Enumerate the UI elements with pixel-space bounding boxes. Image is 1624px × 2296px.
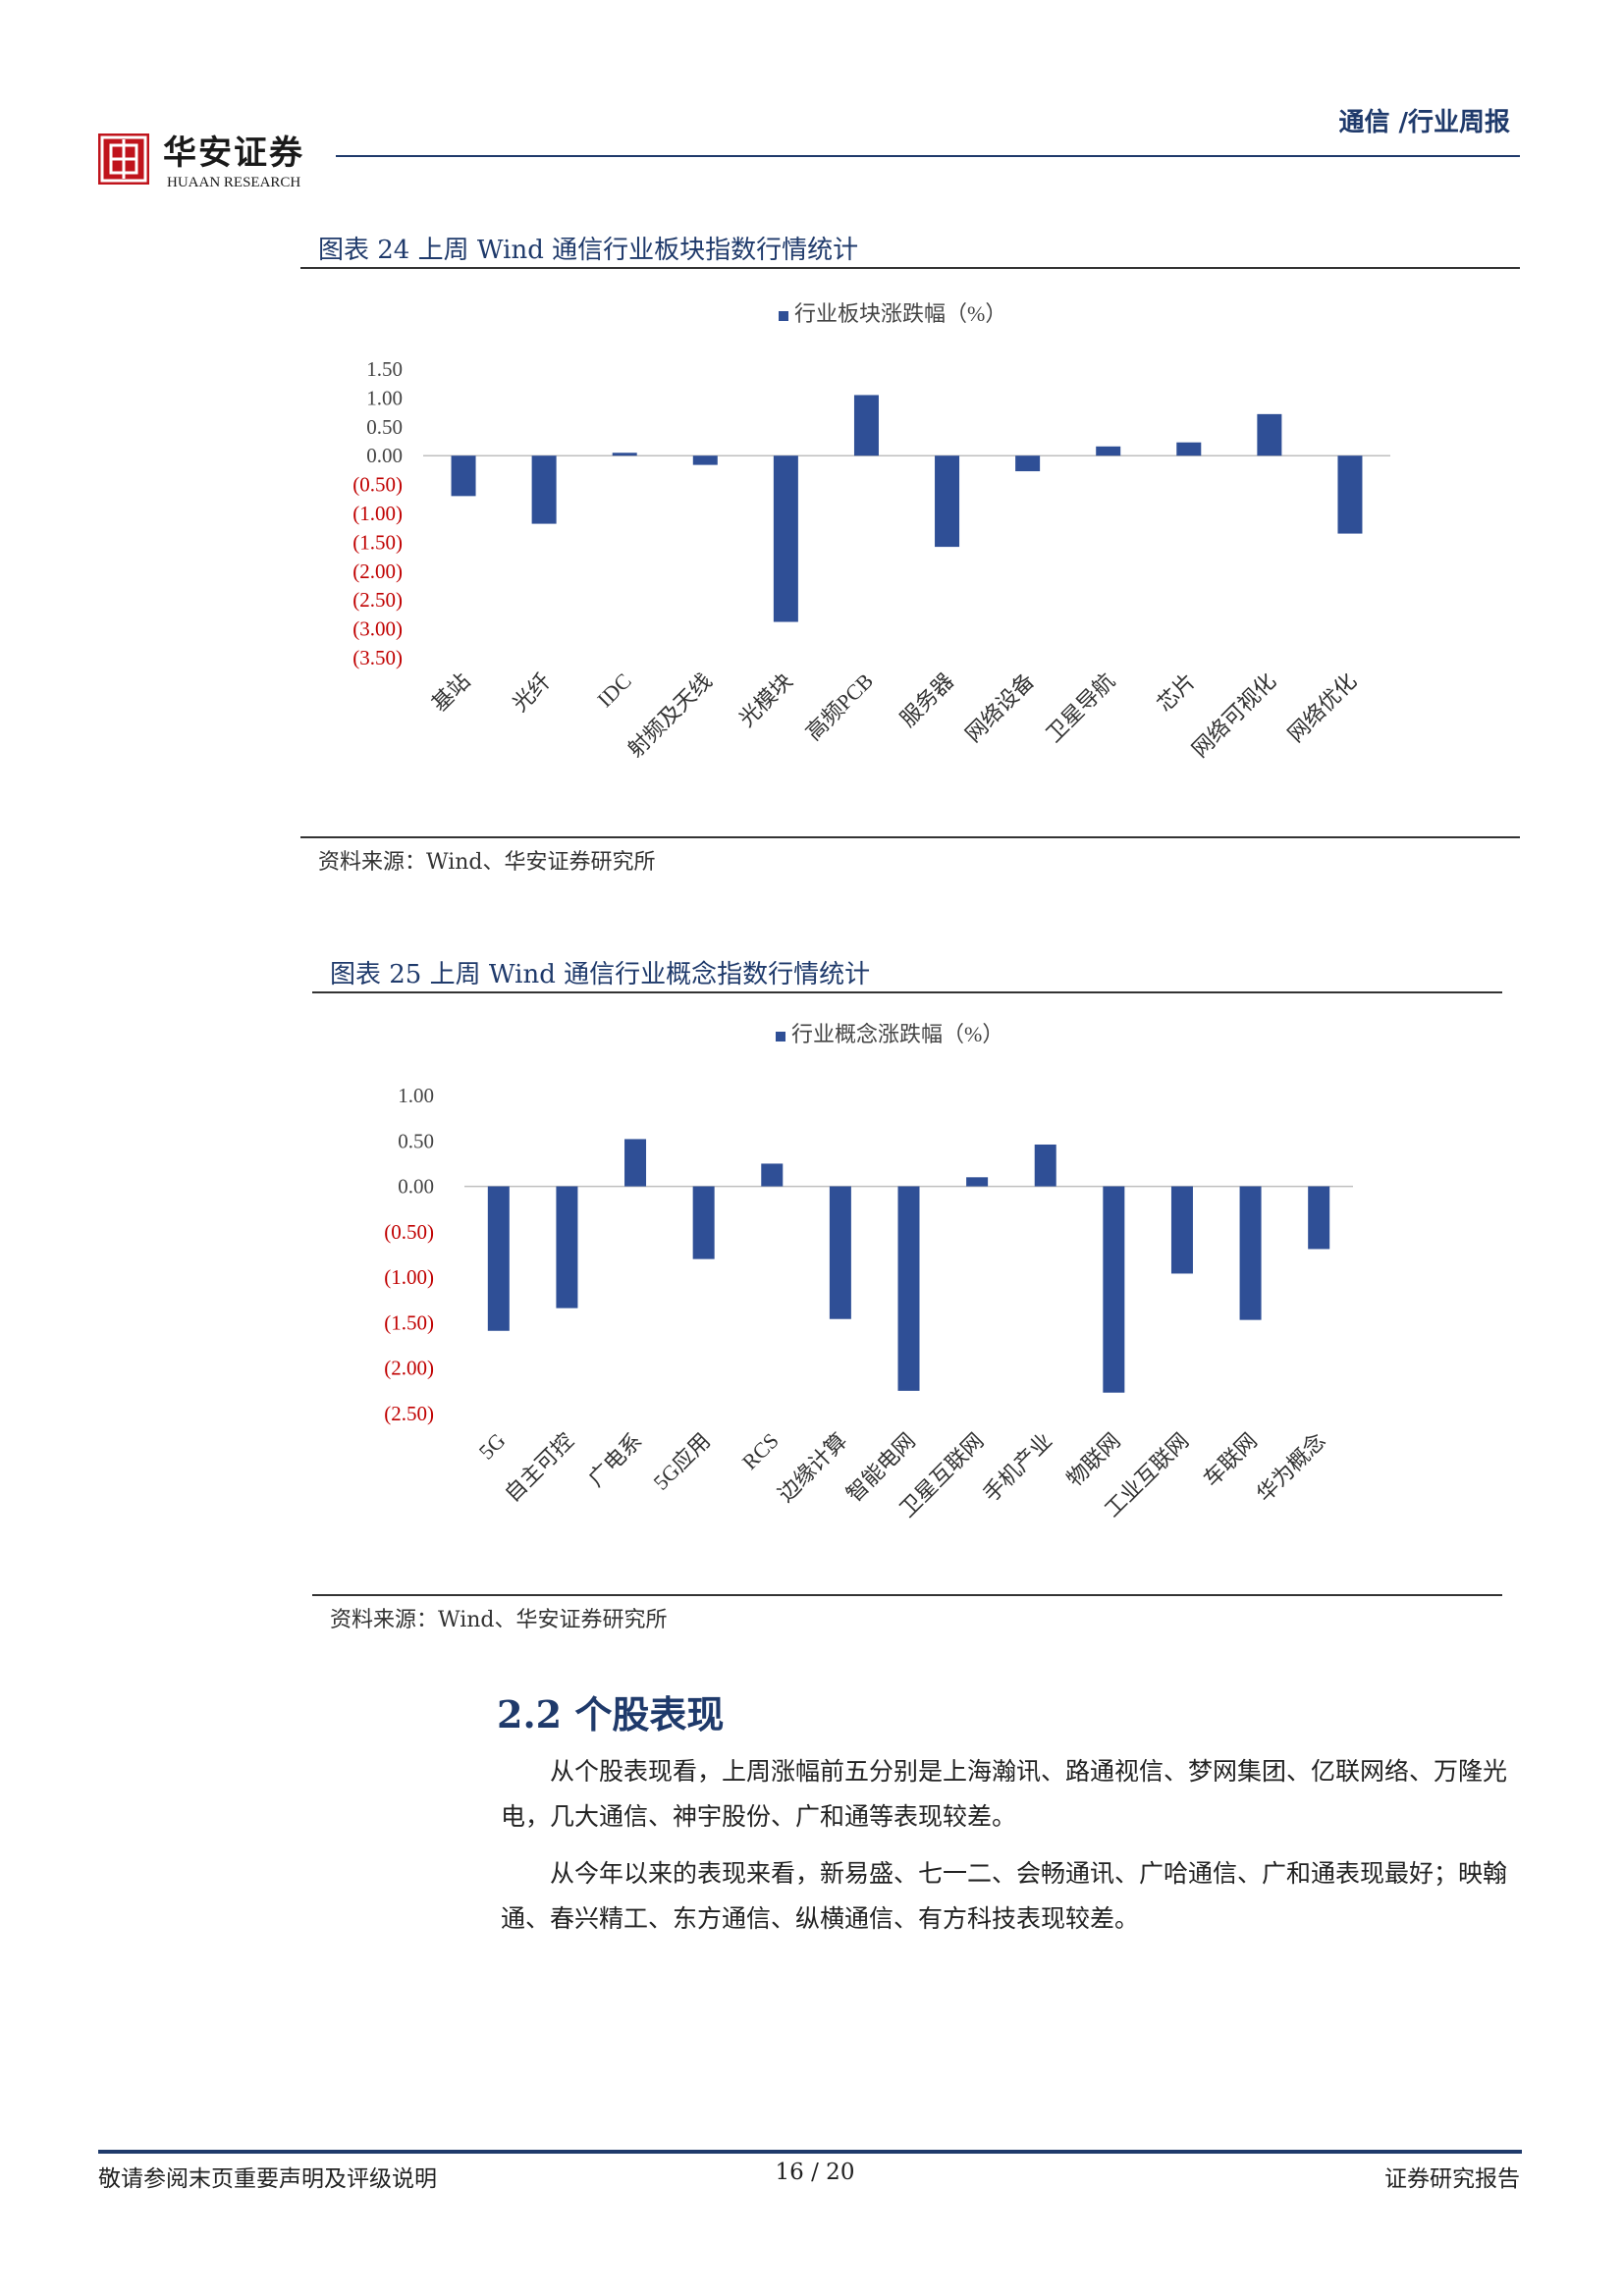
y-tick-label: (1.50) bbox=[352, 530, 403, 554]
category-label: 卫星导航 bbox=[1041, 668, 1119, 747]
category-label: 华为概念 bbox=[1252, 1428, 1330, 1507]
bar-9 bbox=[1096, 446, 1121, 456]
category-label: RCS bbox=[737, 1428, 784, 1474]
category-label: 自主可控 bbox=[500, 1428, 578, 1507]
paragraph-weekly-performance: 从个股表现看，上周涨幅前五分别是上海瀚讯、路通视信、梦网集团、亿联网络、万隆光电… bbox=[501, 1757, 1508, 1831]
bar-12 bbox=[1239, 1186, 1262, 1320]
category-label: 5G bbox=[474, 1428, 511, 1465]
figure-24-bottom-rule bbox=[300, 836, 1520, 838]
category-label: 手机产业 bbox=[978, 1428, 1056, 1507]
y-tick-label: 0.00 bbox=[398, 1175, 434, 1199]
bar-1 bbox=[451, 455, 476, 497]
bar-3 bbox=[612, 453, 637, 456]
footer-disclaimer: 敬请参阅末页重要声明及评级说明 bbox=[98, 2166, 437, 2192]
paragraph-ytd-performance: 从今年以来的表现来看，新易盛、七一二、会畅通讯、广哈通信、广和通表现最好；映翰通… bbox=[501, 1859, 1508, 1933]
y-tick-label: 1.00 bbox=[398, 1084, 434, 1107]
bar-10 bbox=[1103, 1186, 1125, 1393]
figure-24-source: 资料来源：Wind、华安证券研究所 bbox=[318, 850, 656, 875]
y-tick-label: (1.50) bbox=[384, 1310, 434, 1334]
figure-25-top-rule bbox=[312, 991, 1502, 993]
category-label: 物联网 bbox=[1062, 1428, 1125, 1491]
figure-25-bottom-rule bbox=[312, 1594, 1502, 1596]
figure-25-title: 图表 25 上周 Wind 通信行业概念指数行情统计 bbox=[330, 960, 871, 989]
bar-11 bbox=[1257, 413, 1282, 456]
y-tick-label: 1.50 bbox=[366, 357, 403, 381]
bar-4 bbox=[692, 1186, 715, 1259]
y-tick-label: (3.50) bbox=[352, 646, 403, 669]
category-label: 光纤 bbox=[508, 668, 556, 717]
footer-divider bbox=[98, 2150, 1522, 2154]
bar-9 bbox=[1034, 1144, 1056, 1187]
category-label: 网络可视化 bbox=[1187, 668, 1280, 762]
y-tick-label: (1.00) bbox=[384, 1265, 434, 1289]
legend-label: 行业概念涨跌幅（%） bbox=[791, 1022, 1003, 1046]
category-label: 车联网 bbox=[1199, 1428, 1262, 1491]
category-label: 服务器 bbox=[895, 668, 958, 731]
chart-concept-index: 行业概念涨跌幅（%） 1.00 0.50 0.00 (0.50) (1.00) (1.50)… bbox=[384, 1022, 1353, 1522]
category-label: 广电系 bbox=[583, 1428, 646, 1491]
chart-sector-index: 行业板块涨跌幅（%） 1.50 1.00 0.50 0.00 (0.50) (1.00) (1… bbox=[352, 301, 1390, 762]
figure-24-title: 图表 24 上周 Wind 通信行业板块指数行情统计 bbox=[318, 236, 859, 265]
legend-swatch bbox=[779, 311, 788, 321]
category-label: 芯片 bbox=[1153, 668, 1201, 717]
logo-name: 华安证券 bbox=[163, 133, 304, 173]
bar-1 bbox=[487, 1186, 510, 1331]
bar-6 bbox=[829, 1186, 851, 1319]
y-tick-label: (0.50) bbox=[352, 473, 403, 497]
bar-11 bbox=[1170, 1186, 1193, 1274]
bar-7 bbox=[897, 1186, 920, 1391]
category-label: 射频及天线 bbox=[623, 668, 716, 762]
page-number: 16 / 20 bbox=[775, 2160, 855, 2185]
bar-2 bbox=[556, 1186, 578, 1308]
bar-12 bbox=[1337, 455, 1363, 534]
report-category: 通信 /行业周报 bbox=[1338, 108, 1510, 137]
y-tick-label: 1.00 bbox=[366, 386, 403, 409]
logo-icon bbox=[98, 133, 149, 185]
bar-3 bbox=[624, 1139, 647, 1187]
category-label: 边缘计算 bbox=[774, 1428, 852, 1507]
figure-24-top-rule bbox=[300, 267, 1520, 269]
bar-13 bbox=[1308, 1186, 1330, 1250]
y-tick-label: (2.00) bbox=[352, 560, 403, 583]
bar-7 bbox=[935, 455, 960, 548]
category-label: 基站 bbox=[427, 668, 475, 717]
section-title: 2.2 个股表现 bbox=[497, 1692, 725, 1736]
category-label: 光模块 bbox=[734, 668, 797, 731]
bar-6 bbox=[853, 395, 879, 456]
y-tick-label: (2.50) bbox=[384, 1402, 434, 1425]
y-tick-label: (1.00) bbox=[352, 502, 403, 525]
category-label: 5G应用 bbox=[648, 1428, 715, 1495]
bar-4 bbox=[692, 455, 718, 465]
category-label: 网络优化 bbox=[1283, 668, 1362, 747]
category-label: 高频PCB bbox=[801, 668, 878, 745]
y-tick-label: (2.00) bbox=[384, 1357, 434, 1380]
y-tick-label: 0.50 bbox=[366, 415, 403, 439]
category-label: 网络设备 bbox=[960, 668, 1039, 747]
bar-5 bbox=[761, 1163, 784, 1187]
header-divider bbox=[336, 155, 1520, 157]
y-tick-label: 0.50 bbox=[398, 1129, 434, 1152]
y-tick-label: (0.50) bbox=[384, 1220, 434, 1244]
bar-2 bbox=[531, 455, 557, 524]
y-tick-label: 0.00 bbox=[366, 444, 403, 467]
legend-swatch bbox=[776, 1032, 785, 1041]
category-label: IDC bbox=[592, 668, 635, 712]
bar-8 bbox=[966, 1177, 989, 1187]
legend-label: 行业板块涨跌幅（%） bbox=[794, 301, 1006, 326]
y-tick-label: (3.00) bbox=[352, 617, 403, 641]
logo-english-name: HUAAN RESEARCH bbox=[167, 175, 301, 190]
footer-report-type: 证券研究报告 bbox=[1384, 2166, 1520, 2192]
y-tick-label: (2.50) bbox=[352, 588, 403, 612]
bar-10 bbox=[1176, 442, 1202, 456]
figure-25-source: 资料来源：Wind、华安证券研究所 bbox=[330, 1608, 668, 1632]
bar-8 bbox=[1015, 455, 1041, 472]
bar-5 bbox=[773, 455, 798, 622]
